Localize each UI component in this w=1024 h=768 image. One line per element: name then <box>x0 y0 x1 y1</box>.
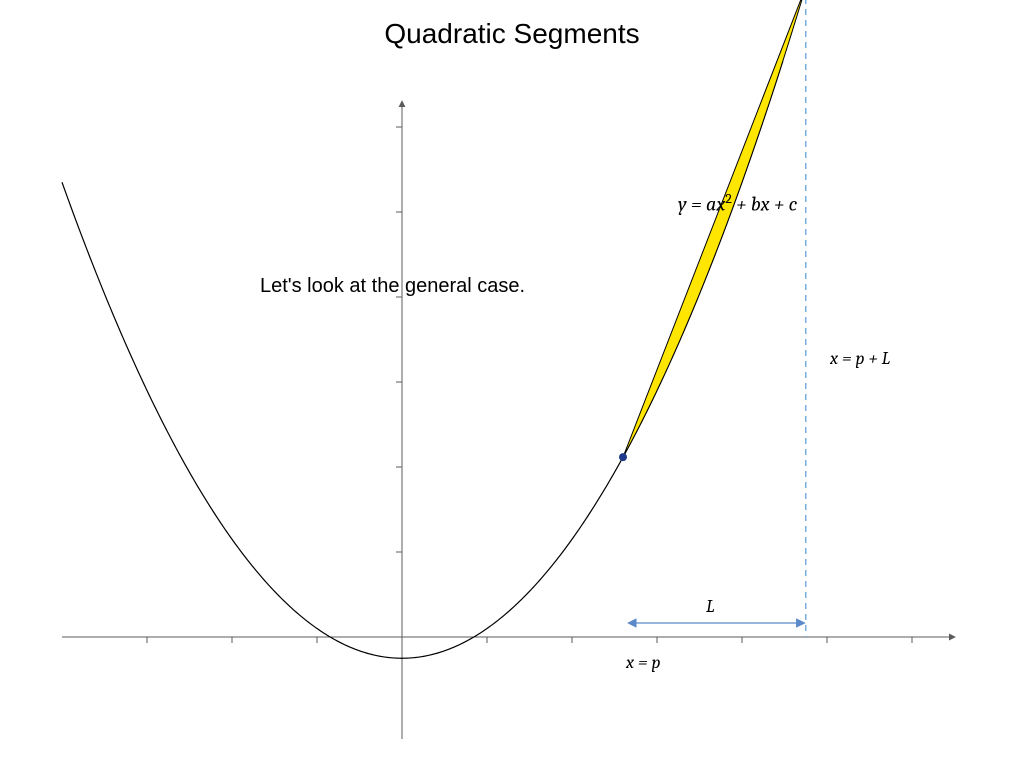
label-x-equals-p: x = p <box>626 652 661 673</box>
formula-quadratic: y = ax2 + bx + c <box>678 190 797 216</box>
point-p <box>619 453 627 461</box>
quadratic-plot <box>0 0 1024 768</box>
parabola-curve <box>62 61 783 658</box>
label-L: L <box>706 596 715 617</box>
label-x-equals-p-plus-L: x = p + L <box>830 348 890 369</box>
segment-region <box>623 0 806 457</box>
page-title: Quadratic Segments <box>0 18 1024 50</box>
subtitle-text: Let's look at the general case. <box>260 275 525 298</box>
